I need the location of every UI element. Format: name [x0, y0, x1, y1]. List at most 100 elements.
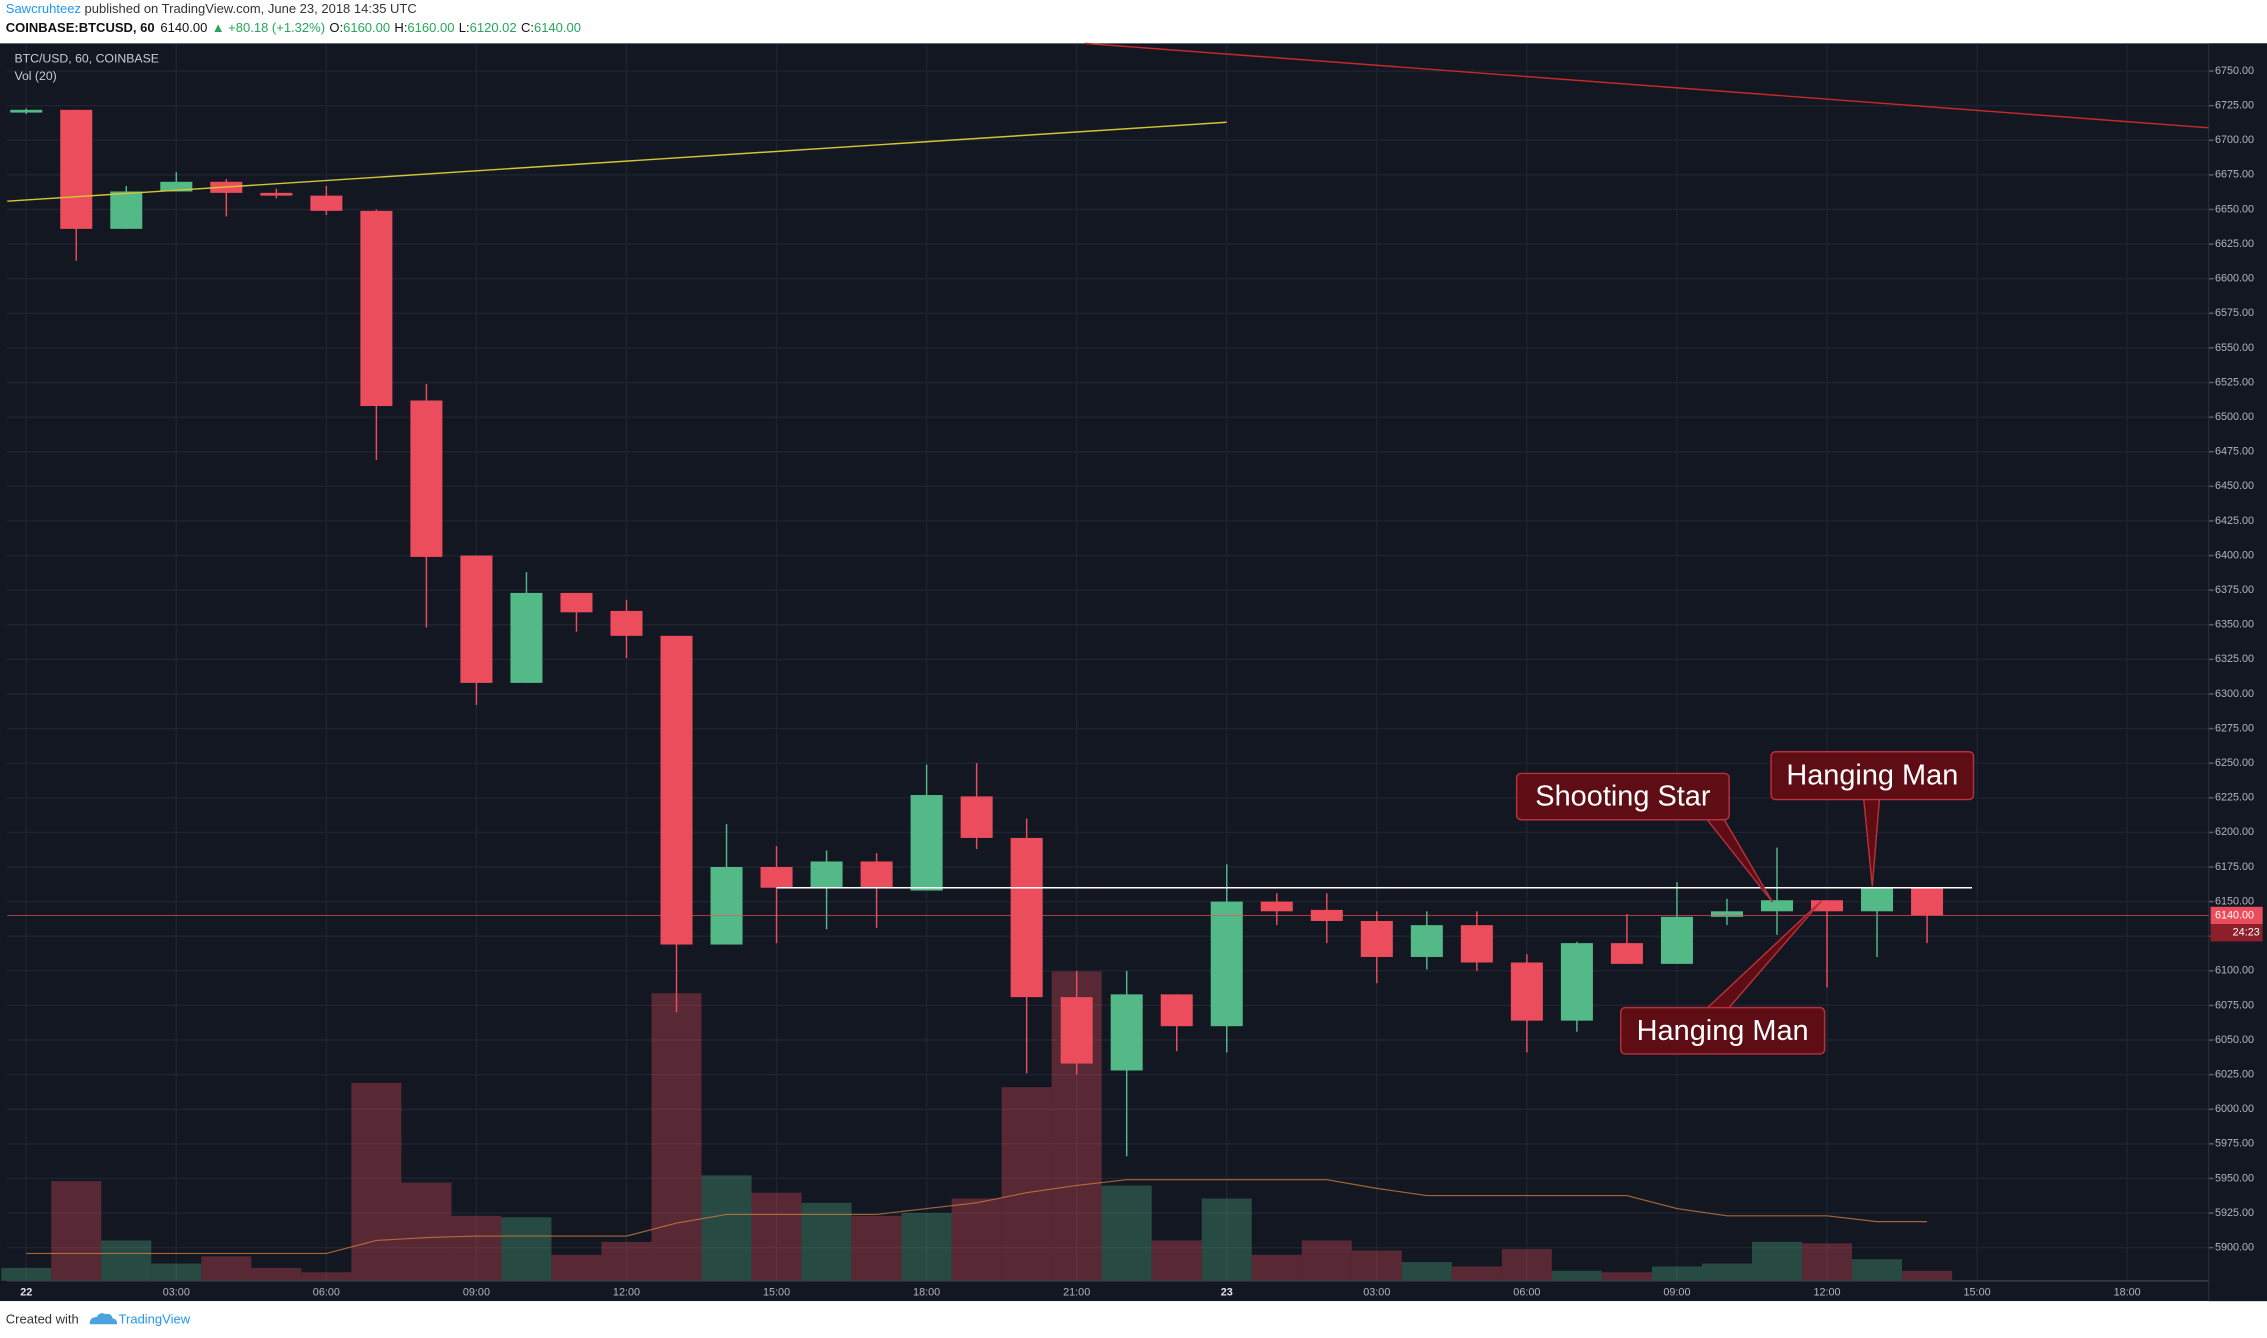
- volume-bar: [1251, 1254, 1302, 1281]
- ohlc-label: H:: [394, 20, 407, 35]
- y-tick-label: 6200.00: [2215, 826, 2254, 838]
- candle-body: [710, 867, 743, 945]
- brand-logo: [89, 1313, 118, 1325]
- candle-body: [860, 861, 893, 888]
- overlay-layer: Shooting Star Hanging Man Hanging Man: [7, 42, 2210, 1055]
- y-tick-label: 6650.00: [2215, 203, 2254, 215]
- annotation-box: [1515, 772, 1730, 821]
- volume-bar: [1301, 1240, 1352, 1281]
- y-tick-label: 6050.00: [2215, 1034, 2254, 1046]
- y-tick-label: 6675.00: [2215, 169, 2254, 181]
- annotation-text: Shooting Star: [1535, 781, 1711, 813]
- candle-body: [260, 192, 293, 196]
- legend-symbol: BTC/USD, 60, COINBASE: [14, 52, 159, 66]
- y-tick-label: 6600.00: [2215, 273, 2254, 285]
- y-tick-label: 6750.00: [2215, 65, 2254, 77]
- x-tick-label: 23: [1221, 1286, 1233, 1298]
- volume-bar: [851, 1215, 902, 1281]
- legend-volume: Vol (20): [14, 69, 56, 83]
- y-tick-label: 6275.00: [2215, 722, 2254, 734]
- candle-body: [10, 109, 43, 113]
- candle-body: [510, 592, 543, 683]
- author: Sawcruhteez: [6, 2, 81, 17]
- candle-body: [1861, 887, 1894, 912]
- trend-line: [7, 121, 1227, 202]
- x-tick-label: 03:00: [163, 1286, 190, 1298]
- volume-bar: [1852, 1259, 1903, 1281]
- y-tick-label: 5975.00: [2215, 1138, 2254, 1150]
- x-tick-label: 03:00: [1363, 1286, 1390, 1298]
- y-tick-label: 6550.00: [2215, 342, 2254, 354]
- trend-line: [1084, 42, 2210, 129]
- x-tick-label: 21:00: [1063, 1286, 1090, 1298]
- published: published on TradingView.com, June 23, 2…: [81, 2, 417, 17]
- y-tick-label: 6350.00: [2215, 619, 2254, 631]
- volume-bar: [951, 1198, 1002, 1281]
- y-tick-label: 6000.00: [2215, 1103, 2254, 1115]
- y-tick-label: 5900.00: [2215, 1242, 2254, 1254]
- last: 6140.00: [160, 20, 207, 35]
- y-tick-label: 5925.00: [2215, 1207, 2254, 1219]
- x-tick-label: 18:00: [2114, 1286, 2141, 1298]
- x-tick-label: 22: [20, 1286, 32, 1298]
- candle-body: [1260, 901, 1293, 912]
- candle-body: [1110, 994, 1143, 1071]
- candle-body: [1410, 925, 1443, 957]
- y-tick-label: 6575.00: [2215, 307, 2254, 319]
- header-bg: [0, 0, 2267, 44]
- volume-bar: [1551, 1270, 1602, 1281]
- volume-bar: [1151, 1240, 1202, 1281]
- y-tick-label: 6725.00: [2215, 100, 2254, 112]
- candle-body: [1210, 901, 1243, 1027]
- candle-body: [410, 400, 443, 557]
- price-tag: [2210, 906, 2263, 925]
- candle-body: [1560, 943, 1593, 1021]
- x-tick-label: 15:00: [1964, 1286, 1991, 1298]
- volume-bar: [1751, 1241, 1802, 1281]
- candle-body: [1810, 900, 1844, 912]
- y-tick-label: 5950.00: [2215, 1172, 2254, 1184]
- ohlc-value: 6160.00: [407, 20, 454, 35]
- volume-bar: [1501, 1249, 1552, 1281]
- candle-body: [1760, 900, 1793, 912]
- x-tick-label: 18:00: [913, 1286, 940, 1298]
- y-tick-label: 6100.00: [2215, 965, 2254, 977]
- volume-bar: [151, 1263, 202, 1281]
- price-tag-label: 6140.00: [2215, 909, 2254, 921]
- y-tick-label: 6025.00: [2215, 1069, 2254, 1081]
- candle-body: [1610, 943, 1643, 964]
- header-line-2: COINBASE:BTCUSD, 60 6140.00 ▲ +80.18 (+1.3…: [6, 20, 581, 35]
- volume-bar: [1601, 1272, 1652, 1281]
- volume-bar: [51, 1181, 102, 1281]
- volume-bar: [1001, 1087, 1052, 1281]
- candle-body: [560, 592, 593, 613]
- header-line-1: Sawcruhteez published on TradingView.com…: [6, 2, 417, 17]
- volume-bar: [1801, 1243, 1853, 1281]
- candle-body: [910, 795, 943, 891]
- ohlc-label: L:: [459, 20, 470, 35]
- x-tick-label: 06:00: [313, 1286, 340, 1298]
- volume-bar: [401, 1182, 452, 1281]
- candle-body: [1510, 962, 1543, 1021]
- ohlc-value: 6140.00: [534, 20, 581, 35]
- x-tick-label: 12:00: [613, 1286, 640, 1298]
- x-tick-label: 06:00: [1513, 1286, 1540, 1298]
- y-tick-label: 6500.00: [2215, 411, 2254, 423]
- symbol: COINBASE:BTCUSD, 60: [6, 20, 155, 35]
- countdown-label: 24:23: [2233, 927, 2260, 939]
- annotation-text: Hanging Man: [1786, 760, 1958, 792]
- countdown-tag: [2210, 924, 2263, 942]
- candle-body: [1060, 997, 1093, 1064]
- volume-bar: [351, 1082, 402, 1281]
- candle-body: [610, 610, 643, 636]
- y-tick-label: 6425.00: [2215, 515, 2254, 527]
- footer-brand[interactable]: TradingView: [119, 1311, 191, 1326]
- annotation-text: Hanging Man: [1637, 1015, 1809, 1047]
- candle-body: [160, 181, 193, 192]
- volume-bar: [451, 1215, 502, 1281]
- candle-body: [60, 109, 93, 229]
- y-tick-label: 6325.00: [2215, 653, 2254, 665]
- volume-ma: [26, 1179, 1928, 1255]
